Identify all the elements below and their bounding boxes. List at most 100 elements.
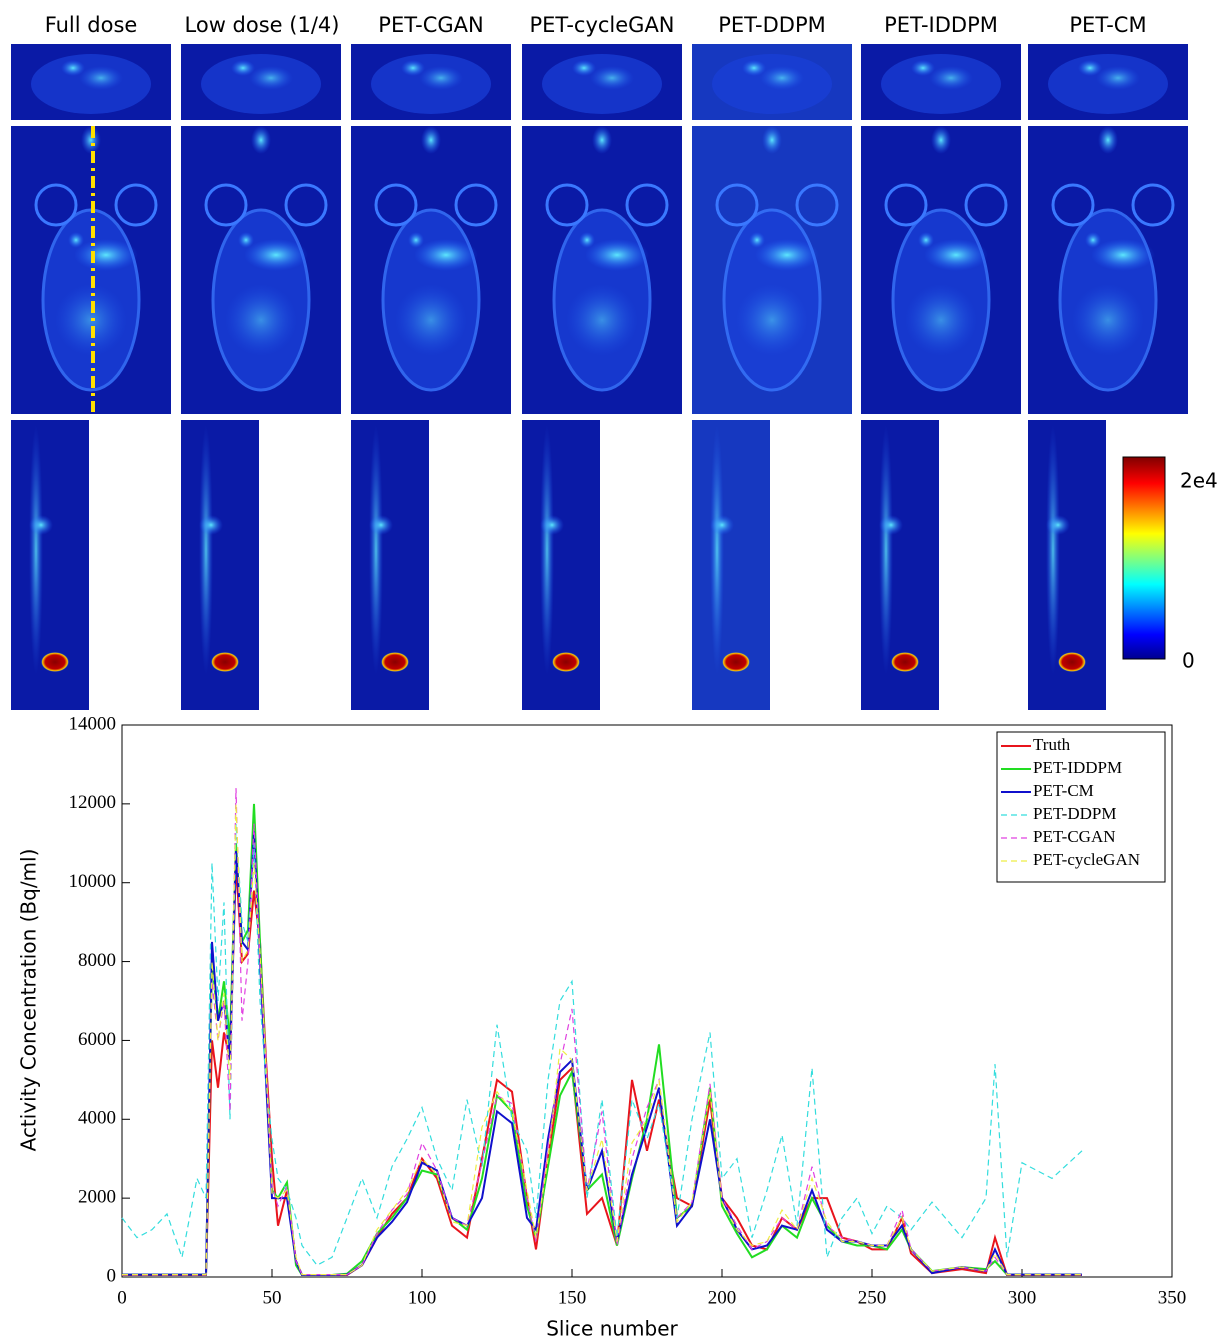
y-tick-label: 10000 — [69, 871, 117, 892]
x-axis-label: Slice number — [546, 1317, 678, 1341]
coronal-hot — [1098, 126, 1118, 154]
column-title: PET-IDDPM — [884, 13, 998, 37]
axial-hot — [911, 60, 935, 76]
axial-hot — [61, 60, 85, 76]
coronal-arm — [625, 183, 669, 227]
axial-hot — [742, 60, 766, 76]
coronal-hot — [931, 126, 951, 154]
coronal-arm — [795, 183, 839, 227]
y-tick-label: 4000 — [78, 1108, 116, 1129]
coronal-arm — [964, 183, 1008, 227]
axial-hot — [1096, 66, 1140, 90]
coronal-hot — [414, 239, 478, 271]
coronal-hot — [421, 126, 441, 154]
sagittal-spine — [540, 425, 554, 675]
series-line — [121, 823, 1083, 1266]
x-tick-label: 0 — [117, 1287, 127, 1308]
x-tick-label: 300 — [1008, 1287, 1037, 1308]
coronal-arm — [454, 183, 498, 227]
x-tick-label: 100 — [408, 1287, 437, 1308]
axial-hot — [1078, 60, 1102, 76]
legend-box — [996, 731, 1166, 883]
axial-hot — [929, 66, 973, 90]
coronal-hot — [68, 232, 84, 248]
coronal-arm — [284, 183, 328, 227]
x-tick-label: 350 — [1158, 1287, 1187, 1308]
sagittal-hot — [1046, 515, 1070, 535]
sagittal-spine — [29, 425, 43, 675]
coronal-hot — [579, 232, 595, 248]
axial-hot — [401, 60, 425, 76]
coronal-hot — [395, 284, 467, 356]
coronal-arm — [114, 183, 158, 227]
sagittal-bladder — [722, 652, 750, 672]
coronal-hot — [1091, 239, 1155, 271]
legend-label: PET-cycleGAN — [1033, 850, 1140, 869]
axial-hot — [572, 60, 596, 76]
coronal-hot — [238, 232, 254, 248]
legend-label: PET-CGAN — [1033, 827, 1116, 846]
coronal-hot — [762, 126, 782, 154]
sagittal-spine — [1046, 425, 1060, 675]
column-title: PET-DDPM — [718, 13, 826, 37]
coronal-arm — [204, 183, 248, 227]
legend-label: PET-DDPM — [1033, 804, 1116, 823]
coronal-hot — [585, 239, 649, 271]
sagittal-bladder — [381, 652, 409, 672]
y-tick-label: 0 — [107, 1265, 117, 1286]
y-tick-label: 14000 — [69, 713, 117, 734]
coronal-hot — [251, 126, 271, 154]
column-title: PET-CM — [1069, 13, 1146, 37]
y-tick-label: 2000 — [78, 1187, 116, 1208]
coronal-arm — [1051, 183, 1095, 227]
y-axis-label: Activity Concentration (Bq/ml) — [17, 849, 41, 1152]
sagittal-hot — [710, 515, 734, 535]
y-tick-label: 12000 — [69, 792, 117, 813]
sagittal-bladder — [552, 652, 580, 672]
x-tick-label: 50 — [263, 1287, 282, 1308]
coronal-hot — [74, 239, 138, 271]
axial-hot — [760, 66, 804, 90]
legend-label: PET-IDDPM — [1033, 758, 1122, 777]
coronal-hot — [918, 232, 934, 248]
x-tick-label: 250 — [858, 1287, 887, 1308]
sagittal-hot — [29, 515, 53, 535]
coronal-hot — [924, 239, 988, 271]
coronal-hot — [566, 284, 638, 356]
axial-hot — [419, 66, 463, 90]
coronal-arm — [34, 183, 78, 227]
coronal-hot — [736, 284, 808, 356]
sagittal-bladder — [41, 652, 69, 672]
y-tick-label: 6000 — [78, 1029, 116, 1050]
colorbar-min: 0 — [1182, 649, 1195, 673]
coronal-hot — [81, 126, 101, 154]
x-tick-label: 150 — [558, 1287, 587, 1308]
coronal-hot — [749, 232, 765, 248]
column-title: PET-cycleGAN — [529, 13, 674, 37]
column-title: Low dose (1/4) — [185, 13, 340, 37]
coronal-arm — [374, 183, 418, 227]
coronal-hot — [408, 232, 424, 248]
sagittal-bladder — [1058, 652, 1086, 672]
coronal-hot — [225, 284, 297, 356]
axial-hot — [231, 60, 255, 76]
image-panels — [11, 44, 1188, 710]
x-tick-label: 200 — [708, 1287, 737, 1308]
axial-hot — [590, 66, 634, 90]
sagittal-bladder — [891, 652, 919, 672]
sagittal-hot — [369, 515, 393, 535]
sagittal-hot — [879, 515, 903, 535]
coronal-hot — [244, 239, 308, 271]
y-tick-label: 8000 — [78, 950, 116, 971]
coronal-arm — [884, 183, 928, 227]
series-line — [122, 803, 1082, 1276]
coronal-hot — [1072, 284, 1144, 356]
coronal-arm — [545, 183, 589, 227]
coronal-hot — [1085, 232, 1101, 248]
column-title: PET-CGAN — [378, 13, 483, 37]
axial-hot — [79, 66, 123, 90]
colorbar-max: 2e4 — [1180, 469, 1218, 493]
coronal-hot — [592, 126, 612, 154]
sagittal-hot — [199, 515, 223, 535]
